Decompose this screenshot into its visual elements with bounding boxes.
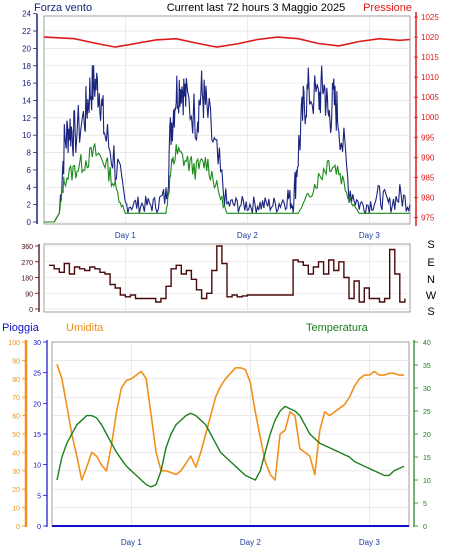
pressure-label: Pressione [363,2,412,14]
compass-label: S [427,239,434,251]
temperature-tick-label: 30 [423,386,431,393]
compass-label: E [427,257,434,269]
humidity-tick-label: 40 [12,450,20,457]
pressure-tick-label: 990 [421,153,435,162]
day-tick-label: Day 1 [115,231,136,240]
temperature-tick-label: 15 [423,455,431,462]
humidity-tick-label: 80 [12,377,20,384]
humidity-tick-label: 30 [12,469,20,476]
wind-tick-label: 12 [22,114,31,123]
temperature-tick-label: 10 [423,478,431,485]
pressure-tick-label: 1015 [421,53,439,62]
humidity-tick-label: 20 [12,487,20,494]
chart-title: Current last 72 hours 3 Maggio 2025 [167,2,346,14]
wind-pressure-x-axis: Day 1 Day 2 Day 3 [115,231,380,240]
wind-tick-label: 20 [22,44,31,53]
day-tick-label: Day 3 [359,231,380,240]
pressure-tick-label: 985 [421,173,435,182]
rain-tick-label: 20 [33,401,41,408]
legend-temperature: Temperatura [306,322,369,334]
humidity-tick-label: 100 [8,340,20,347]
day-tick-label: Day 2 [237,231,258,240]
direction-tick-label: 360 [21,244,33,251]
day-tick-label: Day 3 [359,538,380,547]
humidity-tick-label: 10 [12,506,20,513]
day-tick-label: Day 1 [121,538,142,547]
pressure-tick-label: 1000 [421,113,439,122]
humidity-axis: 0 10 20 30 40 50 60 70 80 90 100 [8,340,28,531]
direction-tick-label: 0 [29,307,33,314]
humidity-tick-label: 60 [12,414,20,421]
rain-tick-label: 10 [33,463,41,470]
wind-tick-label: 22 [22,27,31,36]
wind-tick-label: 8 [27,149,32,158]
wind-tick-label: 18 [22,62,31,71]
rain-tick-label: 25 [33,371,41,378]
rht-series [52,363,409,527]
pressure-line [43,36,411,48]
wind-direction-line [49,245,406,303]
compass-label: S [427,306,434,318]
direction-tick-label: 180 [21,276,33,283]
humidity-tick-label: 70 [12,395,20,402]
pressure-tick-label: 995 [421,133,435,142]
rain-tick-label: 5 [37,493,41,500]
wind-tick-label: 16 [22,79,31,88]
pressure-axis: 975 980 985 990 995 1000 1005 1010 1015 1020 1025 [414,12,439,226]
wind-average-line [44,143,410,223]
wind-direction-series [49,245,406,303]
pressure-tick-label: 1010 [421,73,439,82]
temperature-tick-label: 0 [423,524,427,531]
pressure-tick-label: 1005 [421,93,439,102]
pressure-tick-label: 980 [421,193,435,202]
humidity-line [56,363,404,481]
rain-axis: 0 5 10 15 20 25 30 [33,340,48,531]
wind-tick-label: 24 [22,10,31,19]
wind-speed-label: Forza vento [34,2,92,14]
temperature-tick-label: 40 [423,340,431,347]
wind-direction-axis: 0 90 180 270 360 [21,244,40,314]
wind-tick-label: 6 [27,166,32,175]
temperature-axis: 0 5 10 15 20 25 30 35 40 [413,340,431,531]
temperature-line [56,405,405,488]
humidity-tick-label: 50 [12,432,20,439]
wind-tick-label: 4 [27,183,32,192]
wind-gust-line [44,65,411,223]
rain-tick-label: 0 [37,524,41,531]
legend-humidity: Umidita [66,322,104,334]
rain-tick-label: 15 [33,432,41,439]
pressure-tick-label: 975 [421,213,435,222]
temperature-tick-label: 5 [423,501,427,508]
legend-rain: Pioggia [2,322,40,334]
rain-humidity-temperature-panel: 0 10 20 30 40 50 60 70 80 90 100 0 5 10 15 20 25 30 0 5 10… [8,340,431,547]
humidity-tick-label: 90 [12,358,20,365]
humidity-tick-label: 0 [16,524,20,531]
wind-pressure-series [43,36,411,223]
direction-tick-label: 270 [21,260,33,267]
temperature-tick-label: 20 [423,432,431,439]
wind-tick-label: 10 [22,131,31,140]
temperature-tick-label: 25 [423,409,431,416]
wind-tick-label: 14 [22,96,31,105]
wind-tick-label: 0 [27,218,32,227]
pressure-tick-label: 1020 [421,33,439,42]
rain-tick-label: 30 [33,340,41,347]
day-tick-label: Day 2 [240,538,261,547]
wind-tick-label: 2 [27,201,32,210]
compass-label: N [427,274,435,286]
pressure-tick-label: 1025 [421,13,439,22]
wind-pressure-plot-area [43,15,411,225]
direction-tick-label: 90 [25,291,33,298]
temperature-tick-label: 35 [423,363,431,370]
rht-x-axis: Day 1 Day 2 Day 3 [121,538,380,547]
compass-label: W [426,290,437,302]
